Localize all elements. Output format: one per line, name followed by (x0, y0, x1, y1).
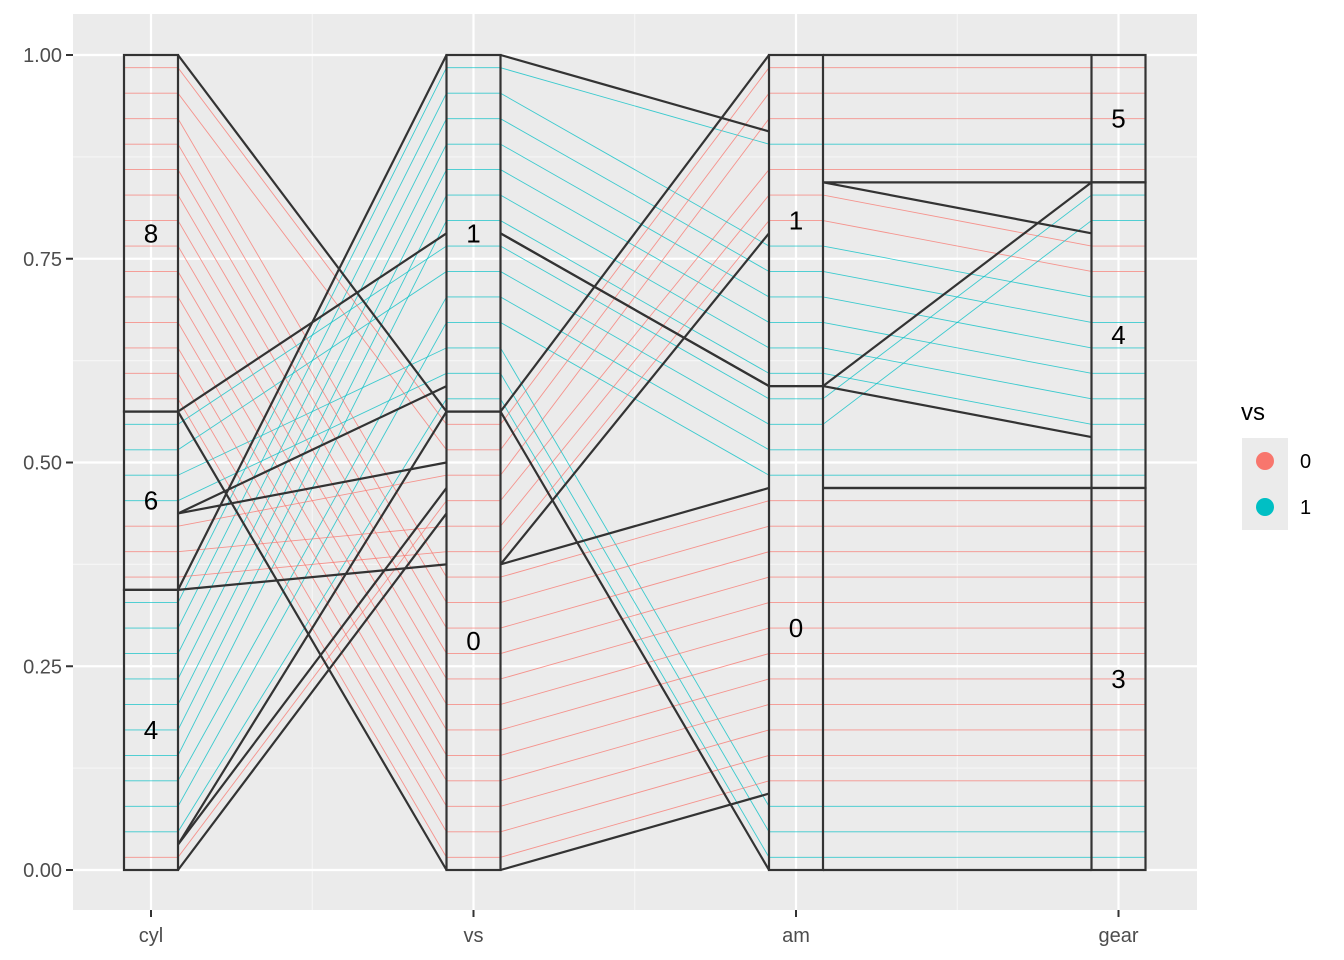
flow-line-vs-0 (124, 296, 1146, 756)
flow-line-vs-0 (124, 372, 1146, 833)
legend: vs 0 1 (1241, 399, 1311, 530)
stratum-label-vs-1: 1 (466, 218, 480, 248)
flow-line-vs-1 (124, 143, 1146, 680)
flow-group-edge (177, 411, 448, 871)
flow-line-vs-0 (124, 245, 1146, 705)
y-tick-label: 0.50 (23, 453, 62, 475)
flow-line-vs-0 (124, 271, 1146, 731)
y-axis: 0.00 0.25 0.50 0.75 1.00 (23, 45, 73, 882)
legend-key-0 (1256, 452, 1274, 470)
flow-line-vs-0 (124, 347, 1146, 807)
major-gridlines (73, 14, 1197, 910)
flow-group-edge (177, 232, 448, 413)
stratum-box-am-1 (767, 53, 825, 388)
stratum-label-cyl-8: 8 (144, 218, 158, 248)
x-tick-label-vs: vs (464, 925, 484, 947)
flow-line-vs-0 (124, 398, 1146, 858)
flow-line-vs-0 (124, 321, 1146, 782)
flow-line-vs-1 (124, 194, 1146, 425)
flow-group-edge (499, 411, 770, 871)
x-tick-label-am: am (782, 925, 810, 947)
flow-line-vs-0 (124, 194, 1146, 553)
flow-group-edge (499, 232, 770, 566)
flow-group-edge (822, 181, 1092, 235)
y-tick-label: 0.00 (23, 860, 62, 882)
flow-group-edge (177, 487, 448, 846)
flow-line-vs-0 (124, 220, 1146, 578)
flow-group-edge (177, 410, 448, 846)
flow-lines (124, 67, 1146, 858)
stratum-label-am-0: 0 (789, 613, 803, 643)
stratum-box-cyl-8 (122, 53, 180, 413)
flow-line-vs-1 (124, 220, 1146, 451)
legend-key-1 (1256, 498, 1274, 516)
y-tick-label: 0.25 (23, 656, 62, 678)
flow-line-vs-0 (124, 92, 1146, 451)
stratum-labels: 4 6 8 0 1 0 1 3 4 5 (144, 104, 1126, 745)
stratum-label-vs-0: 0 (466, 626, 480, 656)
flow-group-edge (177, 385, 447, 515)
stratum-label-cyl-6: 6 (144, 486, 158, 516)
flow-line-vs-0 (124, 194, 1146, 654)
flow-line-vs-1 (124, 398, 1146, 858)
flow-group-edge (500, 792, 770, 872)
flow-line-vs-0 (124, 118, 1146, 527)
flow-line-vs-0 (124, 67, 1146, 425)
flow-group-edge (500, 486, 770, 566)
flow-line-vs-1 (124, 67, 1146, 604)
flow-group-edge (177, 563, 447, 591)
legend-title: vs (1241, 399, 1265, 426)
flow-line-vs-1 (124, 118, 1146, 654)
flow-line-vs-0 (124, 143, 1146, 604)
stratum-label-cyl-4: 4 (144, 715, 158, 745)
flow-group-edge (500, 53, 770, 133)
x-axis: cyl vs am gear (139, 910, 1139, 947)
flow-line-vs-1 (124, 372, 1146, 833)
flow-line-vs-0 (124, 169, 1146, 629)
flow-line-vs-1 (124, 347, 1146, 807)
flow-group-edge (499, 54, 770, 413)
flow-group-edge (822, 181, 1093, 387)
stratum-label-gear-3: 3 (1111, 664, 1125, 694)
stratum-label-gear-5: 5 (1111, 104, 1125, 134)
x-tick-label-gear: gear (1098, 925, 1138, 947)
flow-group-edge (499, 232, 770, 388)
x-tick-label-cyl: cyl (139, 925, 163, 947)
stratum-label-gear-4: 4 (1111, 320, 1125, 350)
y-tick-label: 0.75 (23, 249, 62, 271)
stratum-box-gear-5 (1090, 53, 1147, 184)
legend-label-1: 1 (1300, 497, 1311, 519)
flow-line-vs-0 (124, 118, 1146, 578)
strata-boxes (122, 53, 1147, 872)
legend-label-0: 0 (1300, 451, 1311, 473)
flow-group-edge (177, 54, 448, 413)
flow-group-edge (822, 385, 1092, 439)
flow-group-edge (177, 461, 447, 515)
flow-line-vs-1 (124, 296, 1146, 782)
flow-line-vs-0 (124, 169, 1146, 858)
stratum-label-am-1: 1 (789, 206, 803, 236)
flow-line-vs-1 (124, 92, 1146, 629)
y-tick-label: 1.00 (23, 45, 62, 67)
flow-group-edge (177, 512, 448, 871)
